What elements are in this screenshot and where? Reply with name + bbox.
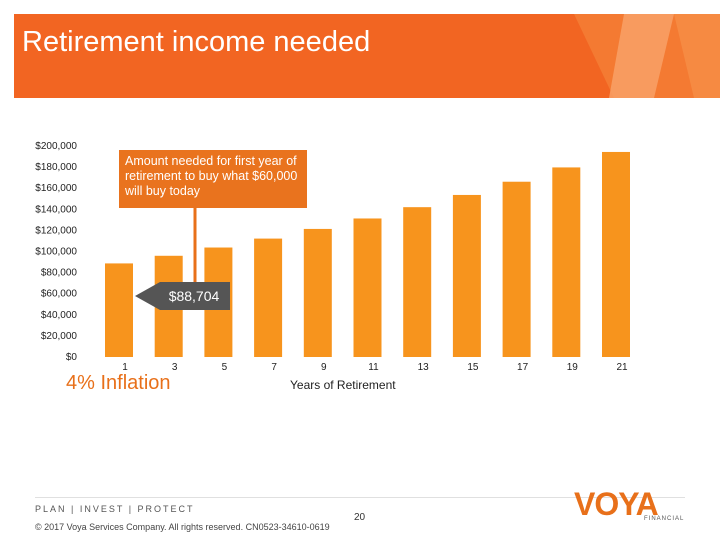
footer-divider [35,497,685,498]
bar [403,207,432,357]
y-tick-label: $120,000 [35,225,77,236]
y-tick-label: $60,000 [41,289,78,300]
x-tick-label: 7 [271,362,277,373]
x-axis: 1 3 5 7 9 11 13 15 17 19 21 [122,362,628,373]
callout-box: Amount needed for first year of retireme… [119,150,307,208]
x-tick-label: 5 [222,362,228,373]
y-tick-label: $160,000 [35,183,77,194]
y-axis: $0 $20,000 $40,000 $60,000 $80,000 $100,000 $1… [35,141,77,363]
y-tick-label: $180,000 [35,162,77,173]
x-tick-label: 3 [172,362,178,373]
x-tick-label: 21 [616,362,628,373]
bar [552,167,581,357]
y-tick-label: $0 [66,352,78,363]
x-tick-label: 9 [321,362,327,373]
y-tick-label: $40,000 [41,310,78,321]
bar [254,238,283,357]
inflation-label: 4% Inflation [66,372,171,394]
bar [602,151,630,357]
x-tick-label: 19 [567,362,579,373]
y-tick-label: $80,000 [41,268,78,279]
x-tick-label: 1 [122,362,128,373]
highlight-arrow [135,282,230,310]
page-number: 20 [354,512,366,523]
x-tick-label: 15 [467,362,479,373]
y-tick-label: $200,000 [35,141,77,152]
bar [502,181,531,357]
bar [452,194,481,357]
bar [353,218,382,357]
x-tick-label: 17 [517,362,529,373]
voya-logo-subtext: FINANCIAL [644,516,685,522]
banner-graphic [14,14,720,98]
y-tick-label: $140,000 [35,204,77,215]
y-tick-label: $100,000 [35,247,77,258]
x-axis-title: Years of Retirement [290,378,396,392]
footer-tagline: PLAN | INVEST | PROTECT [35,504,195,514]
title-banner [14,14,720,98]
bar [105,263,133,357]
y-tick-label: $20,000 [41,331,78,342]
voya-logo: VOYA [574,486,659,522]
copyright-text: © 2017 Voya Services Company. All rights… [35,522,330,532]
slide-title: Retirement income needed [22,26,371,58]
highlight-value: $88,704 [169,288,220,304]
bar-series [105,151,630,357]
bar [303,228,332,357]
x-tick-label: 11 [368,362,379,373]
x-tick-label: 13 [418,362,430,373]
